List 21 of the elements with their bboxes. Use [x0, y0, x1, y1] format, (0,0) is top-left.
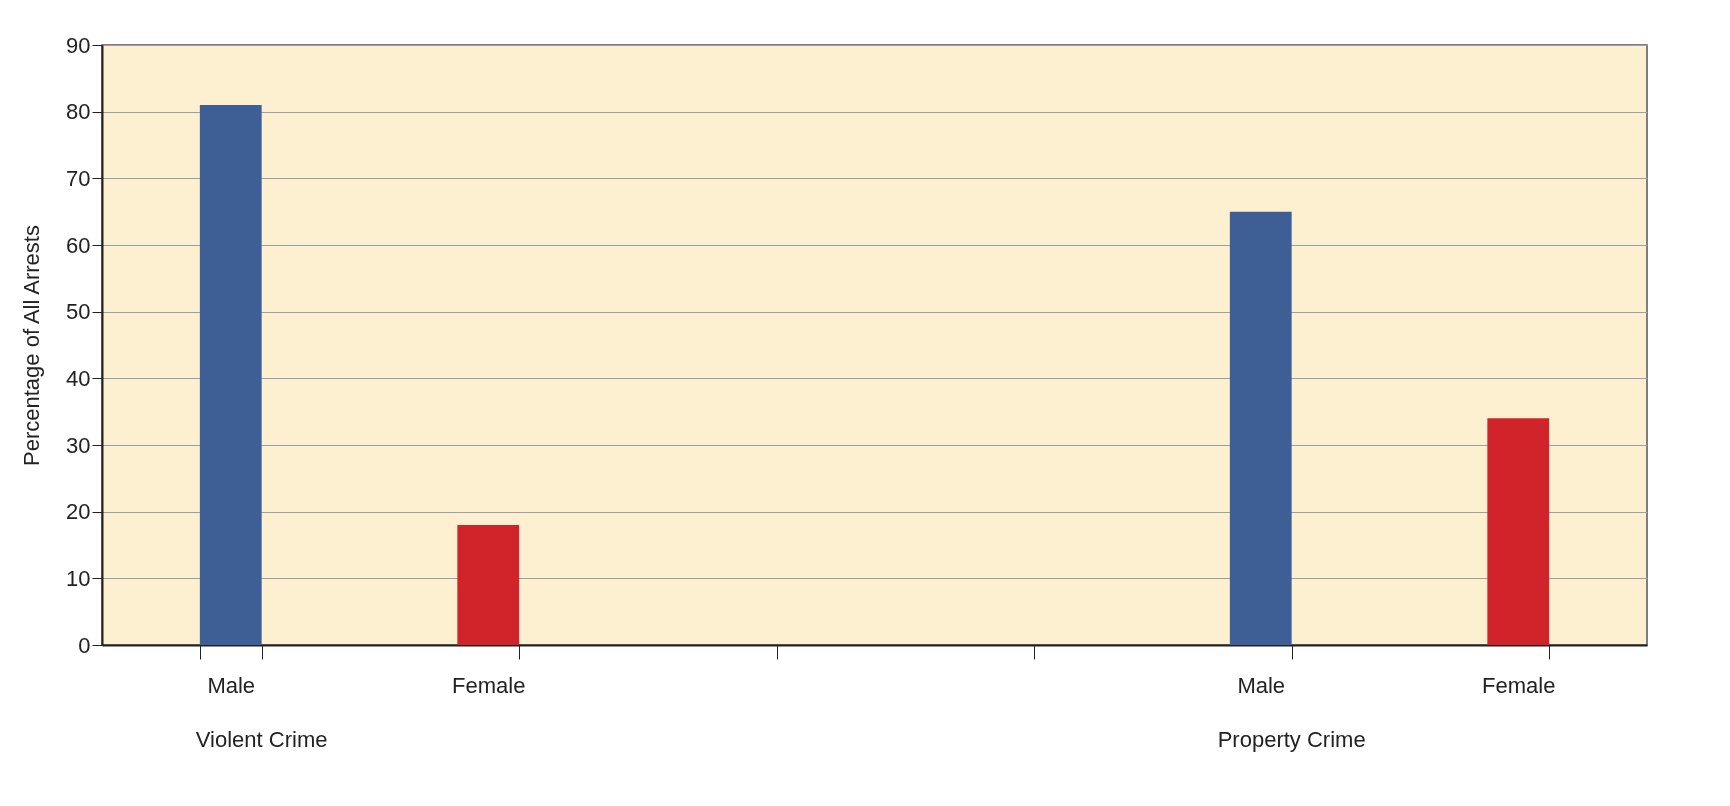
x-tick-label: Male	[1237, 672, 1286, 698]
x-tick-label: Male	[207, 672, 256, 698]
y-axis-title: Percentage of All Arrests	[19, 225, 45, 466]
y-tick-label: 10	[66, 565, 91, 591]
y-tick-label: 80	[66, 99, 91, 125]
y-tick-label: 0	[78, 632, 91, 658]
text: Property Crime	[1217, 727, 1366, 752]
bar	[1487, 418, 1550, 645]
bar	[199, 105, 262, 645]
y-tick-label: 20	[66, 499, 91, 525]
y-tick-label: 50	[66, 299, 91, 325]
y-tick-label: 90	[66, 32, 91, 58]
bar	[457, 525, 520, 645]
text: Violent Crime	[195, 727, 328, 752]
bar	[1229, 211, 1292, 645]
y-tick-label: 40	[66, 365, 91, 391]
y-tick-label: 30	[66, 432, 91, 458]
y-tick-label: 60	[66, 232, 91, 258]
x-tick-label: Female	[452, 672, 526, 698]
x-tick-label: Female	[1482, 672, 1556, 698]
y-tick-label: 70	[66, 165, 91, 191]
